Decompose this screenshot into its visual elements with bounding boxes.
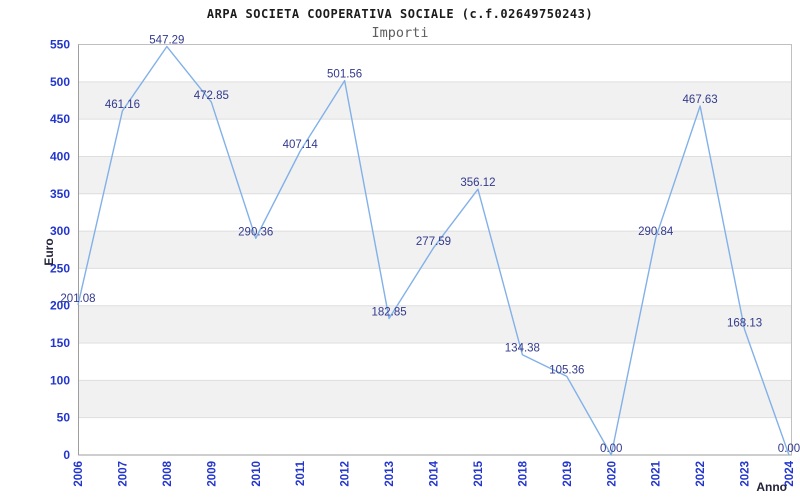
data-label: 105.36 <box>549 364 584 376</box>
plot-band <box>78 193 792 232</box>
plot-band <box>78 231 792 269</box>
y-axis-title: Euro <box>42 238 56 265</box>
plot-band <box>78 380 792 418</box>
y-tick-label: 400 <box>50 149 70 163</box>
chart-title: ARPA SOCIETA COOPERATIVA SOCIALE (c.f.02… <box>206 7 594 21</box>
data-label: 182.85 <box>371 307 406 319</box>
data-label: 168.13 <box>727 318 762 330</box>
y-tick-label: 150 <box>50 336 70 350</box>
x-tick-label: 2021 <box>651 460 663 486</box>
data-label: 467.63 <box>683 94 718 106</box>
plot-band <box>78 305 792 344</box>
y-tick-label: 500 <box>50 75 70 89</box>
x-tick-label: 2010 <box>251 461 263 487</box>
y-tick-label: 200 <box>50 299 70 313</box>
data-label: 472.85 <box>194 90 229 102</box>
x-tick-label: 2009 <box>206 461 218 487</box>
data-label: 547.29 <box>149 35 184 47</box>
x-tick-label: 2015 <box>473 460 485 486</box>
plot-band <box>78 44 792 82</box>
plot-band <box>78 81 792 120</box>
y-tick-label: 100 <box>50 373 70 387</box>
y-tick-label: 550 <box>50 38 70 52</box>
data-label: 277.59 <box>416 236 451 248</box>
plot-band <box>78 268 792 306</box>
data-label: 0.00 <box>778 443 800 455</box>
x-tick-label: 2018 <box>517 460 529 486</box>
y-tick-label: 250 <box>50 261 70 275</box>
plot-band <box>78 119 792 157</box>
plot-band <box>78 343 792 381</box>
x-tick-label: 2022 <box>695 461 707 487</box>
x-axis-title: Anno <box>756 480 787 494</box>
data-label: 461.16 <box>105 99 140 111</box>
x-tick-label: 2011 <box>295 460 307 486</box>
data-label: 0.00 <box>600 443 622 455</box>
data-label: 134.38 <box>505 343 540 355</box>
y-tick-label: 300 <box>50 224 70 238</box>
y-tick-label: 450 <box>50 112 70 126</box>
plot-band <box>78 417 792 455</box>
x-tick-label: 2007 <box>117 461 129 487</box>
y-tick-label: 0 <box>63 448 70 462</box>
data-label: 501.56 <box>327 69 362 81</box>
x-tick-label: 2012 <box>340 461 352 487</box>
x-tick-label: 2013 <box>384 461 396 487</box>
data-label: 356.12 <box>460 177 495 189</box>
x-tick-label: 2020 <box>606 461 618 487</box>
y-tick-label: 50 <box>57 411 71 425</box>
data-label: 290.84 <box>638 226 674 238</box>
x-tick-label: 2024 <box>784 460 796 486</box>
data-label: 407.14 <box>283 139 319 151</box>
plot-band <box>78 156 792 194</box>
x-tick-label: 2023 <box>740 461 752 487</box>
x-tick-label: 2006 <box>73 461 85 487</box>
x-tick-label: 2014 <box>429 460 441 486</box>
x-tick-label: 2008 <box>162 460 174 486</box>
y-tick-label: 350 <box>50 187 70 201</box>
series-line <box>77 45 790 456</box>
data-label: 201.08 <box>60 293 95 305</box>
chart-subtitle: Importi <box>371 25 429 41</box>
x-tick-label: 2019 <box>562 461 574 487</box>
data-label: 290.36 <box>238 226 273 238</box>
